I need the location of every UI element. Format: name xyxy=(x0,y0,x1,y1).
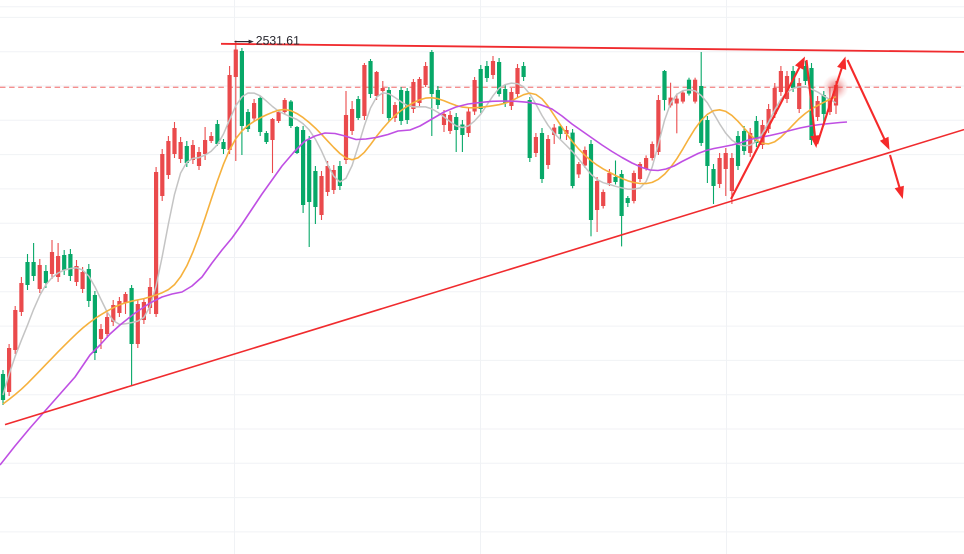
svg-text:2531.61: 2531.61 xyxy=(256,34,300,48)
